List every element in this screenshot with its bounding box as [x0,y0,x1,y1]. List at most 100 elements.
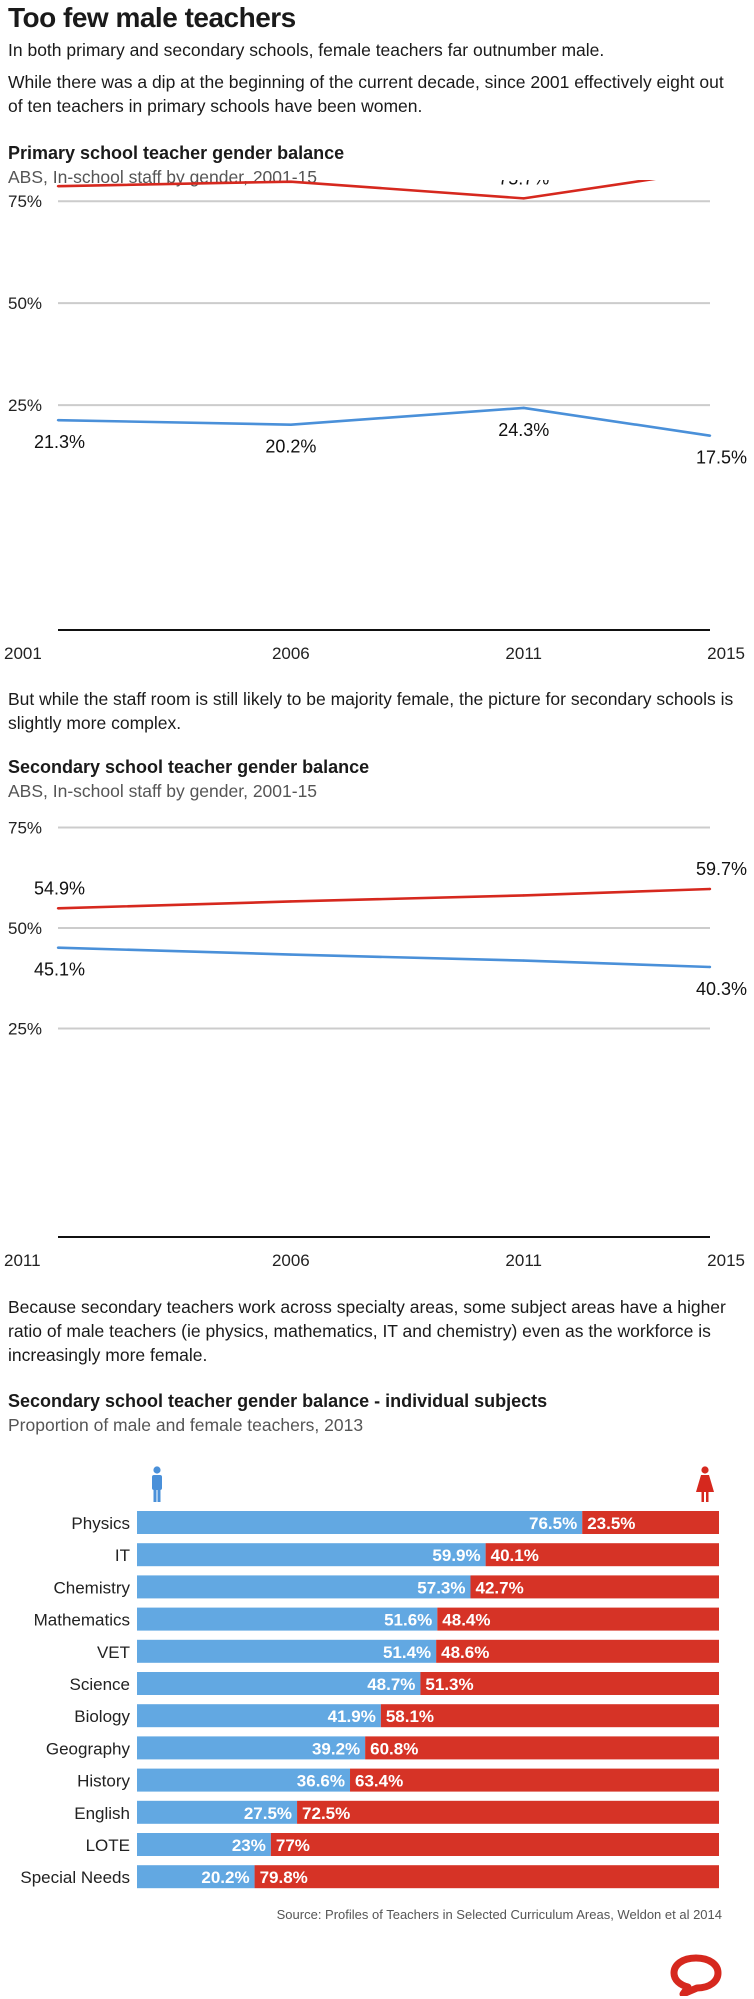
male-bar [137,1543,486,1567]
primary-intro-text: While there was a dip at the beginning o… [8,72,724,116]
female-value-label: 23.5% [587,1514,635,1533]
female-data-point [289,180,293,183]
male-data-point [522,959,525,962]
male-value-label: 51.4% [383,1643,431,1662]
female-series-line [57,180,656,200]
male-data-label: 17.5% [696,448,747,468]
category-label: History [77,1772,130,1791]
male-value-label: 23% [232,1836,266,1855]
female-value-label: 51.3% [425,1675,473,1694]
female-value-label: 60.8% [370,1739,418,1758]
male-series-line [57,406,711,437]
x-tick-label: 2001 [4,644,42,663]
x-tick-label: 2006 [272,1251,310,1270]
category-label: Physics [71,1514,130,1533]
female-bar [485,1543,719,1567]
x-tick-label: 2011 [4,1251,41,1270]
male-data-label: 24.3% [498,420,549,440]
female-series-line [57,887,711,910]
y-tick-label: 25% [8,1020,42,1039]
female-data-label: 75.7% [498,180,549,188]
female-bar [270,1833,719,1856]
female-icon-leg [706,1491,709,1502]
category-label: Mathematics [34,1611,130,1630]
male-data-point [708,434,712,437]
male-bar [137,1607,438,1631]
male-value-label: 76.5% [529,1514,577,1533]
female-value-label: 63.4% [355,1772,403,1791]
male-data-point [289,953,293,956]
female-data-label: 59.7% [696,859,747,879]
subjects-male-icon [152,1466,162,1502]
female-bar [297,1800,719,1824]
male-data-point [708,965,712,969]
female-bar [380,1704,719,1728]
publisher-logo [670,1954,722,1996]
male-icon-body [152,1475,162,1490]
subjects-female-icon [696,1466,714,1502]
male-data-point [56,946,60,949]
male-bar [137,1768,351,1792]
female-value-label: 42.7% [475,1578,523,1597]
female-icon-dress [696,1475,714,1492]
category-label: Biology [74,1707,130,1726]
female-data-label: 54.9% [34,878,85,898]
male-icon-head [153,1466,161,1474]
female-value-label: 48.6% [441,1643,489,1662]
female-value-label: 58.1% [386,1707,434,1726]
female-value-label: 77% [276,1836,310,1855]
female-icon-leg [701,1491,704,1502]
intro-text: In both primary and secondary schools, f… [8,40,605,60]
source-note: Source: Profiles of Teachers in Selected… [276,1907,722,1922]
female-bar [436,1639,719,1663]
male-data-point [289,423,293,426]
primary-line-chart: 100%75%50%25%200120062011201578.7%79.8%7… [4,180,747,663]
y-tick-label: 50% [8,294,42,313]
male-bar [137,1736,366,1760]
subjects-intro-text: Because secondary teachers work across s… [8,1297,726,1365]
x-tick-label: 2011 [505,644,542,663]
category-label: Science [70,1675,130,1694]
male-bar [137,1865,255,1889]
female-icon-head [701,1466,709,1474]
y-tick-label: 50% [8,919,42,938]
secondary-chart-title: Secondary school teacher gender balance [8,757,370,777]
page-title: Too few male teachers [8,2,296,33]
female-value-label: 79.8% [260,1868,308,1887]
male-icon-leg [153,1488,157,1502]
subjects-chart-subtitle: Proportion of male and female teachers, … [8,1415,364,1435]
male-bar [137,1833,271,1856]
male-bar [137,1704,381,1728]
male-bar [137,1639,437,1663]
male-bar [137,1511,583,1534]
male-data-label: 45.1% [34,960,85,980]
male-bar [137,1800,298,1824]
female-bar [420,1672,719,1695]
female-bar [470,1575,719,1599]
female-bar [350,1768,719,1792]
male-value-label: 48.7% [367,1675,415,1694]
female-value-label: 72.5% [302,1804,350,1823]
female-bar [437,1607,719,1631]
x-tick-label: 2006 [272,644,310,663]
x-tick-label: 2011 [505,1251,542,1270]
category-label: VET [97,1643,130,1662]
male-value-label: 39.2% [312,1739,360,1758]
secondary-line-chart: 100%75%50%25%201120062011201554.9%59.7%4… [4,819,747,1271]
male-value-label: 36.6% [297,1772,345,1791]
category-label: Chemistry [53,1578,130,1597]
primary-chart-title: Primary school teacher gender balance [8,143,345,163]
category-label: English [74,1804,130,1823]
category-label: Special Needs [20,1868,130,1887]
male-value-label: 27.5% [244,1804,292,1823]
female-data-point [522,894,525,897]
x-tick-label: 2015 [707,1251,745,1270]
male-value-label: 20.2% [201,1868,249,1887]
subjects-chart-title: Secondary school teacher gender balance … [8,1391,548,1411]
male-value-label: 59.9% [432,1546,480,1565]
y-tick-label: 75% [8,819,42,838]
female-data-point [289,900,293,903]
category-label: Geography [46,1739,131,1758]
male-series-line [57,946,711,969]
male-value-label: 41.9% [328,1707,376,1726]
